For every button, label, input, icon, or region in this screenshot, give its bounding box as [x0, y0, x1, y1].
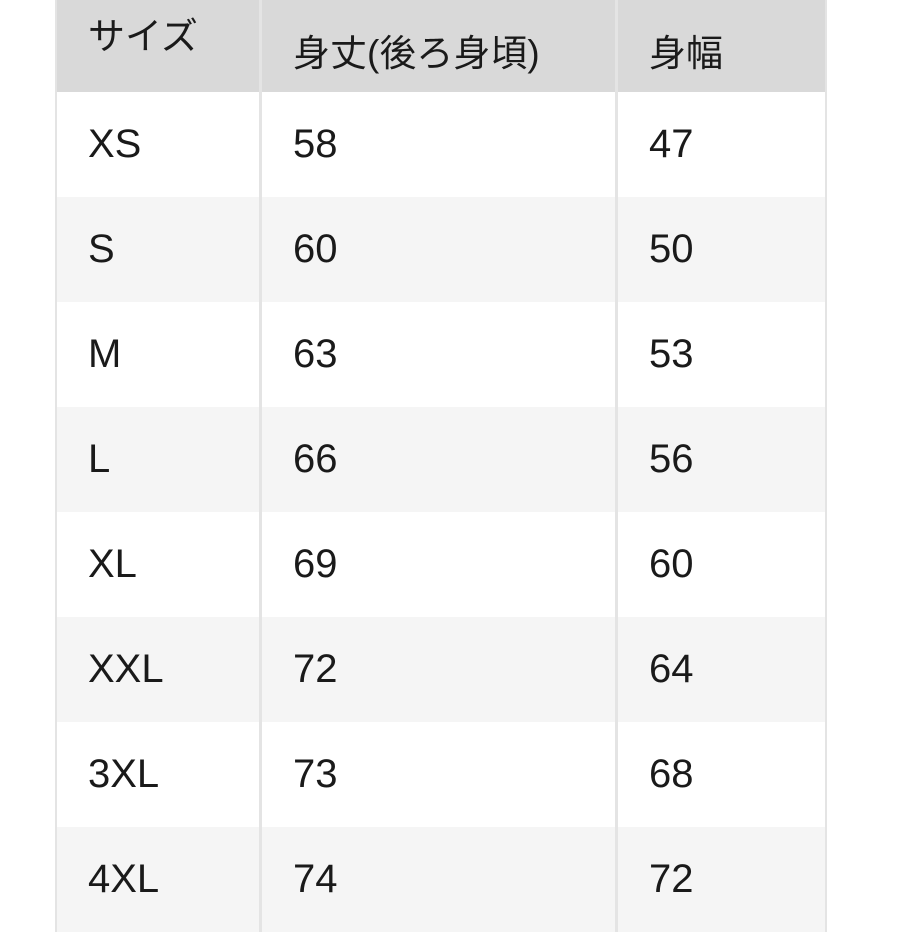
- size-cell: XL: [57, 512, 259, 617]
- length-cell: 73: [262, 722, 615, 827]
- size-cell: 3XL: [57, 722, 259, 827]
- size-chart-table: サイズ 身丈(後ろ身頃) 身幅 XS 58 47 S 60 50 M 63 53 L 66 56 XL 6…: [55, 0, 827, 932]
- size-cell: XXL: [57, 617, 259, 722]
- width-cell: 53: [618, 302, 825, 407]
- width-cell: 47: [618, 92, 825, 197]
- width-cell: 64: [618, 617, 825, 722]
- width-cell: 56: [618, 407, 825, 512]
- length-cell: 63: [262, 302, 615, 407]
- header-width: 身幅: [618, 0, 825, 92]
- length-cell: 66: [262, 407, 615, 512]
- length-cell: 60: [262, 197, 615, 302]
- width-cell: 50: [618, 197, 825, 302]
- length-cell: 72: [262, 617, 615, 722]
- width-cell: 72: [618, 827, 825, 932]
- size-cell: L: [57, 407, 259, 512]
- size-cell: XS: [57, 92, 259, 197]
- size-cell: 4XL: [57, 827, 259, 932]
- length-cell: 74: [262, 827, 615, 932]
- width-cell: 68: [618, 722, 825, 827]
- width-cell: 60: [618, 512, 825, 617]
- header-size: サイズ: [57, 0, 259, 92]
- length-cell: 58: [262, 92, 615, 197]
- size-cell: S: [57, 197, 259, 302]
- header-length: 身丈(後ろ身頃): [262, 0, 615, 92]
- size-cell: M: [57, 302, 259, 407]
- length-cell: 69: [262, 512, 615, 617]
